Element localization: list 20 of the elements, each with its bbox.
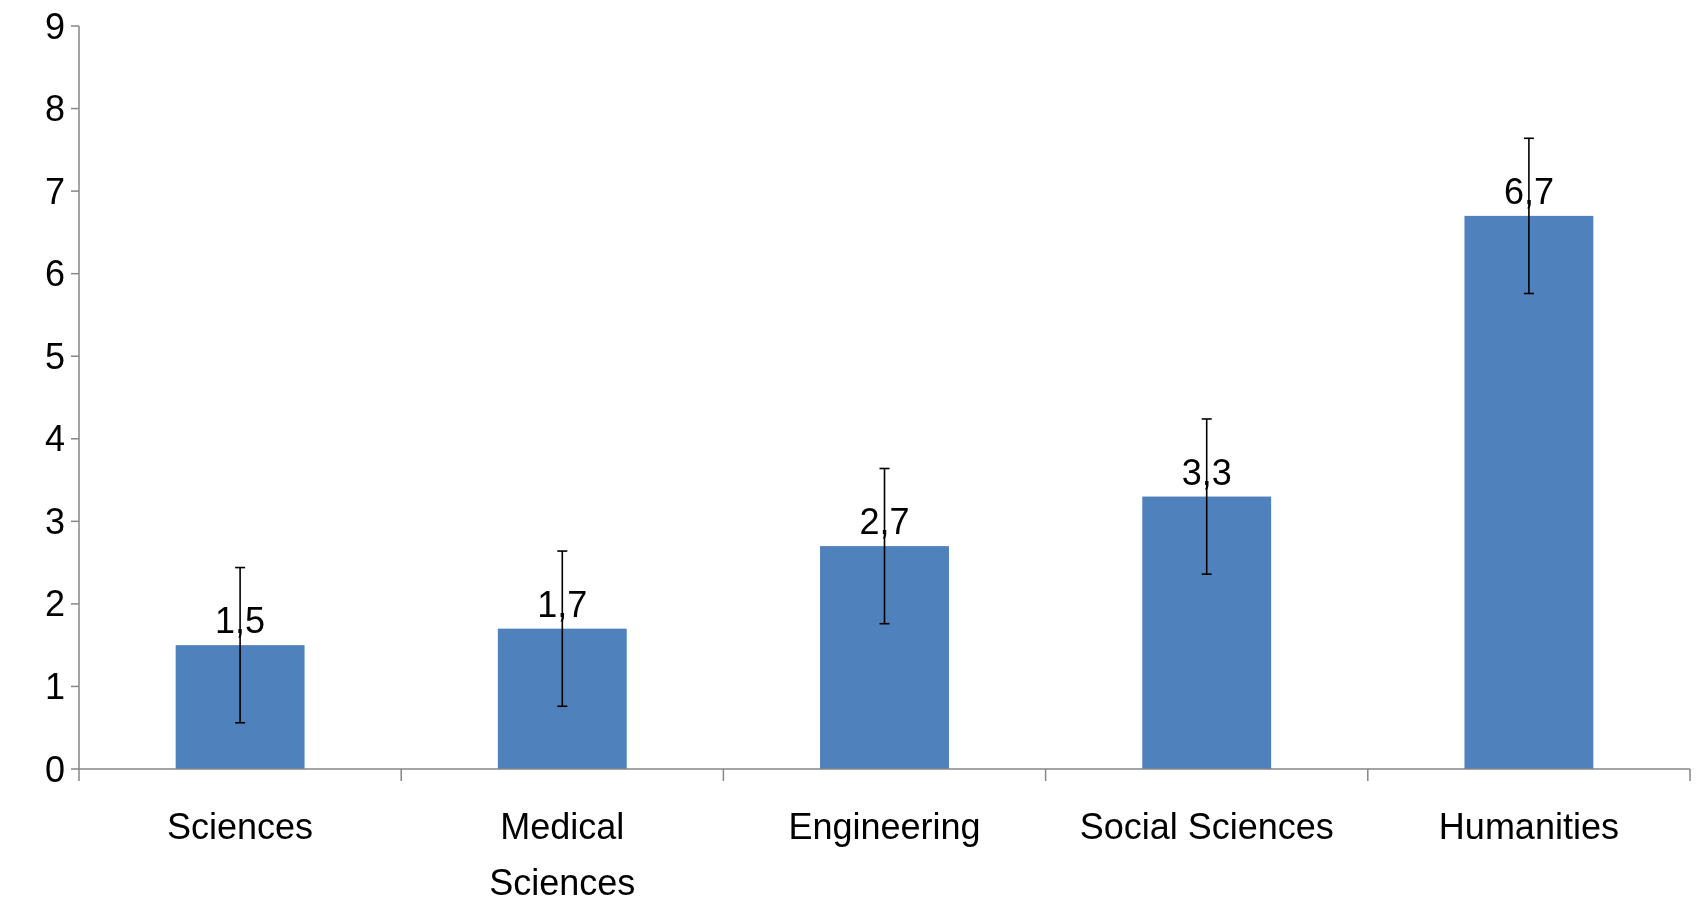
- bar: [1464, 215, 1594, 769]
- x-tick-label: Sciences: [167, 806, 314, 847]
- y-tick-label: 6: [44, 253, 65, 295]
- y-tick-label: 7: [44, 170, 65, 212]
- bar: [497, 628, 627, 769]
- y-tick-label: 1: [44, 666, 65, 708]
- y-tick-label: 9: [44, 5, 65, 47]
- x-tick-label: Engineering: [788, 806, 981, 847]
- y-tick-label: 8: [44, 88, 65, 130]
- bar: [175, 645, 305, 769]
- x-tick-label: Humanities: [1438, 806, 1619, 847]
- y-tick-label: 4: [44, 418, 65, 460]
- y-tick-label: 2: [44, 583, 65, 625]
- bar: [1142, 496, 1272, 769]
- y-tick-label: 5: [44, 335, 65, 377]
- y-tick-label: 0: [44, 748, 65, 790]
- bar: [820, 546, 949, 769]
- x-tick-label: Social Sciences: [1079, 806, 1334, 847]
- x-tick-label: Medical Sciences: [489, 806, 636, 903]
- y-tick-label: 3: [44, 500, 65, 542]
